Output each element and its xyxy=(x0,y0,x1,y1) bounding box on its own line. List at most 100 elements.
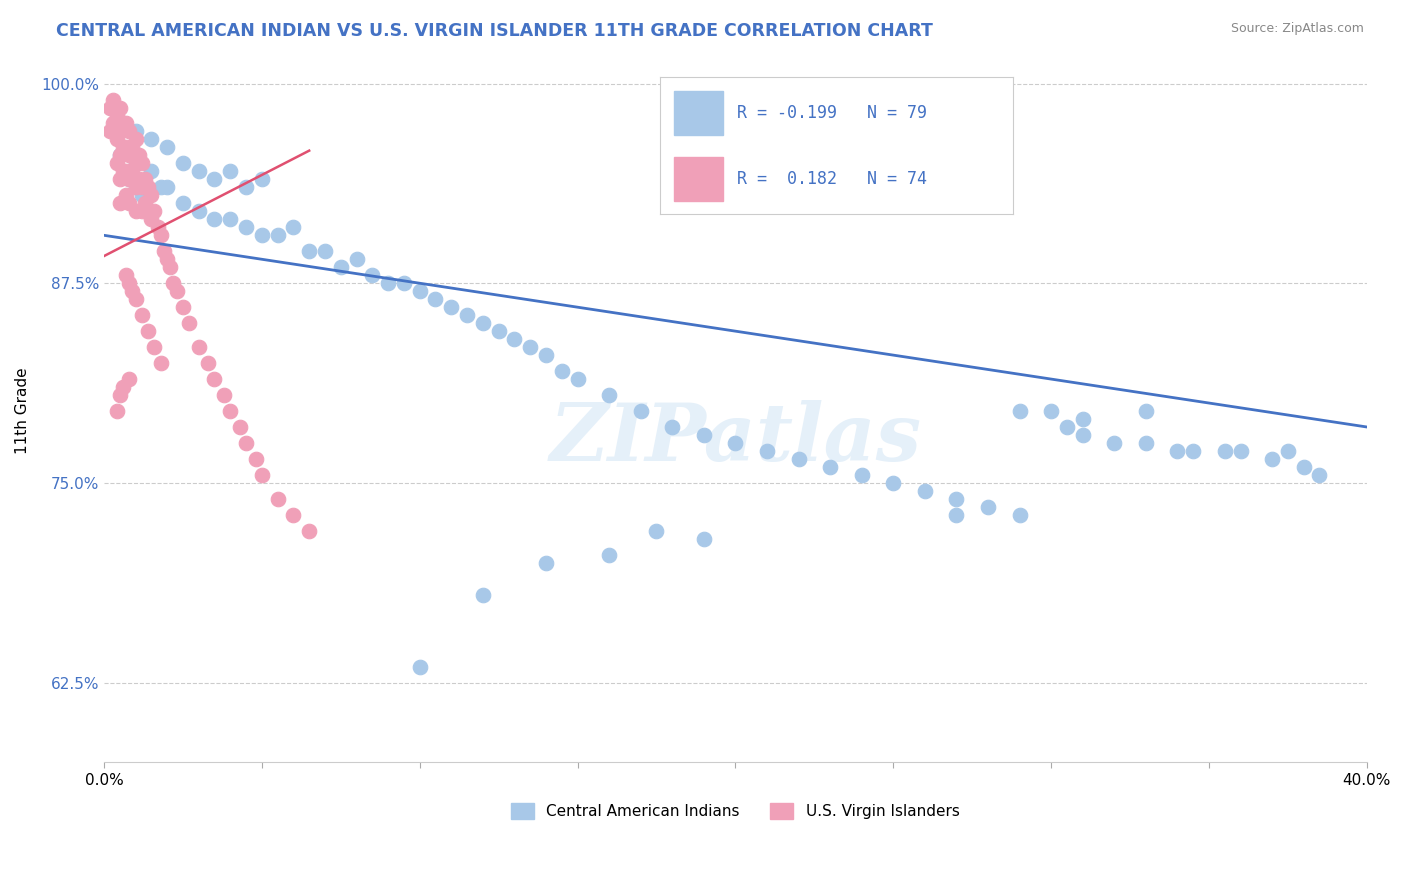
Point xyxy=(519,340,541,354)
Point xyxy=(488,324,510,338)
Point xyxy=(1071,412,1094,426)
Point xyxy=(166,284,188,298)
Point xyxy=(172,196,194,211)
Point xyxy=(162,277,184,291)
Point xyxy=(298,524,321,538)
Point xyxy=(98,101,121,115)
Point xyxy=(108,148,131,162)
Point xyxy=(266,228,288,243)
Point xyxy=(425,292,447,306)
Point xyxy=(121,284,143,298)
Point xyxy=(128,172,150,186)
Point xyxy=(977,500,1000,514)
Point xyxy=(1135,436,1157,450)
Point xyxy=(187,204,209,219)
Point xyxy=(108,101,131,115)
Legend: Central American Indians, U.S. Virgin Islanders: Central American Indians, U.S. Virgin Is… xyxy=(505,797,966,825)
Point xyxy=(250,228,273,243)
Point xyxy=(1292,459,1315,474)
Point xyxy=(149,228,172,243)
Point xyxy=(219,404,242,418)
Point xyxy=(471,588,494,602)
Point xyxy=(235,436,257,450)
Point xyxy=(149,180,172,194)
Point xyxy=(724,436,747,450)
Point xyxy=(156,180,179,194)
Point xyxy=(645,524,668,538)
Point xyxy=(143,340,166,354)
Point xyxy=(630,404,652,418)
Point xyxy=(115,188,138,202)
Point xyxy=(143,204,166,219)
Point xyxy=(235,180,257,194)
Point xyxy=(1308,467,1330,482)
Point xyxy=(219,212,242,227)
Point xyxy=(1135,404,1157,418)
Point xyxy=(298,244,321,259)
Point xyxy=(124,156,146,170)
Point xyxy=(1277,444,1299,458)
Point xyxy=(131,204,153,219)
Point xyxy=(283,220,305,235)
Point xyxy=(204,372,226,386)
Point xyxy=(377,277,399,291)
Point xyxy=(134,172,156,186)
Point xyxy=(346,252,368,267)
Point xyxy=(108,148,131,162)
Point xyxy=(159,260,181,275)
Point xyxy=(128,148,150,162)
Point xyxy=(266,491,288,506)
Point xyxy=(108,124,131,138)
Point xyxy=(1229,444,1251,458)
Point xyxy=(136,324,159,338)
Point xyxy=(105,108,128,122)
Point xyxy=(121,140,143,154)
Point xyxy=(115,268,138,283)
Point xyxy=(124,156,146,170)
Point xyxy=(115,164,138,178)
Point xyxy=(141,164,163,178)
Point xyxy=(1102,436,1125,450)
Point xyxy=(187,340,209,354)
Point xyxy=(111,116,134,130)
Point xyxy=(131,156,153,170)
Point xyxy=(471,316,494,330)
Point xyxy=(534,348,557,362)
Point xyxy=(111,140,134,154)
Point xyxy=(156,140,179,154)
Point xyxy=(141,132,163,146)
Point xyxy=(235,220,257,235)
Point xyxy=(131,180,153,194)
Point xyxy=(111,380,134,394)
Text: Source: ZipAtlas.com: Source: ZipAtlas.com xyxy=(1230,22,1364,36)
Point xyxy=(108,172,131,186)
Point xyxy=(945,508,967,522)
Y-axis label: 11th Grade: 11th Grade xyxy=(15,368,30,454)
Point xyxy=(146,220,169,235)
Point xyxy=(103,93,125,107)
Text: CENTRAL AMERICAN INDIAN VS U.S. VIRGIN ISLANDER 11TH GRADE CORRELATION CHART: CENTRAL AMERICAN INDIAN VS U.S. VIRGIN I… xyxy=(56,22,934,40)
Point xyxy=(787,452,810,467)
Point xyxy=(229,420,252,434)
Point xyxy=(329,260,352,275)
Point xyxy=(121,164,143,178)
Point xyxy=(204,172,226,186)
Point xyxy=(172,300,194,314)
Point xyxy=(361,268,384,283)
Point xyxy=(197,356,219,370)
Point xyxy=(108,388,131,402)
Point xyxy=(124,124,146,138)
Point xyxy=(131,308,153,322)
Point xyxy=(755,444,778,458)
Point xyxy=(153,244,176,259)
Point xyxy=(314,244,336,259)
Point xyxy=(245,452,267,467)
Point xyxy=(156,252,179,267)
Point xyxy=(1056,420,1078,434)
Point xyxy=(1008,508,1031,522)
Point xyxy=(851,467,873,482)
Point xyxy=(440,300,463,314)
Point xyxy=(118,172,141,186)
Point xyxy=(172,156,194,170)
Point xyxy=(115,140,138,154)
